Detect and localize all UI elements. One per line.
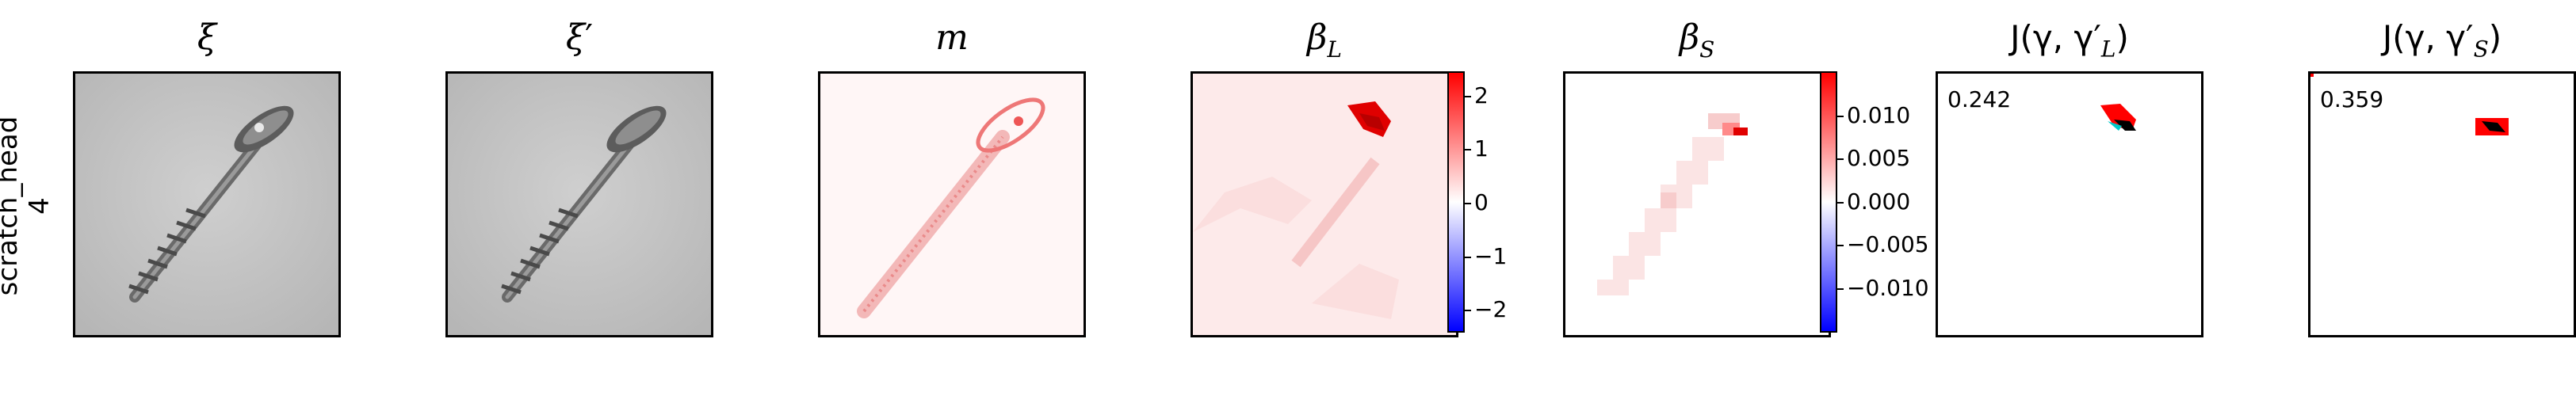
colorbar-l-tick-0: 0 [1474, 189, 1489, 215]
colorbar-s-tick-0010: 0.010 [1847, 102, 1911, 128]
beta-s-map [1565, 74, 1829, 335]
panel-m-heatmap [818, 71, 1086, 337]
colorbar-l-tick-neg1: −1 [1474, 243, 1508, 269]
panel-title-beta-s: βS [1679, 17, 1715, 63]
row-label-index: 4 [24, 197, 55, 215]
panel-beta-l-heatmap [1191, 71, 1458, 337]
colorbar-beta-l [1447, 71, 1465, 333]
panel-beta-s-heatmap [1563, 71, 1831, 337]
overlap-map-l [1938, 74, 2201, 335]
screw-image-reconstruction [448, 74, 711, 335]
panel-title-beta-l: βL [1306, 17, 1343, 63]
panel-j-s-overlap: 0.359 [2308, 71, 2576, 337]
panel-xi-image [73, 71, 341, 337]
jaccard-score-l: 0.242 [1947, 86, 2012, 112]
panel-title-m: m [935, 17, 969, 58]
beta-l-map [1193, 74, 1456, 335]
colorbar-s-tick-0000: 0.000 [1847, 188, 1911, 215]
colorbar-s-tick-neg0010: −0.010 [1847, 275, 1929, 301]
colorbar-beta-s [1820, 71, 1837, 333]
colorbar-l-tick-2: 2 [1474, 82, 1489, 109]
panel-j-l-overlap: 0.242 [1936, 71, 2203, 337]
difference-map [820, 74, 1084, 335]
overlap-map-s [2310, 74, 2574, 335]
colorbar-l-tick-neg2: −2 [1474, 296, 1508, 322]
colorbar-l-tick-1: 1 [1474, 135, 1489, 162]
panel-title-xi: ξ [197, 17, 217, 58]
panel-title-xi-prime: ξ′ [565, 17, 594, 58]
row-label-category: scratch_head [0, 116, 24, 296]
colorbar-s-tick-neg0005: −0.005 [1847, 231, 1929, 257]
panel-title-j-s: J(γ, γ′S) [2382, 18, 2502, 63]
colorbar-s-tick-0005: 0.005 [1847, 145, 1911, 171]
panel-xi-prime-image [445, 71, 713, 337]
panel-title-j-l: J(γ, γ′L) [2010, 18, 2129, 63]
screw-image-original [75, 74, 338, 335]
row-label: scratch_head 4 [0, 87, 55, 325]
jaccard-score-s: 0.359 [2320, 86, 2384, 112]
